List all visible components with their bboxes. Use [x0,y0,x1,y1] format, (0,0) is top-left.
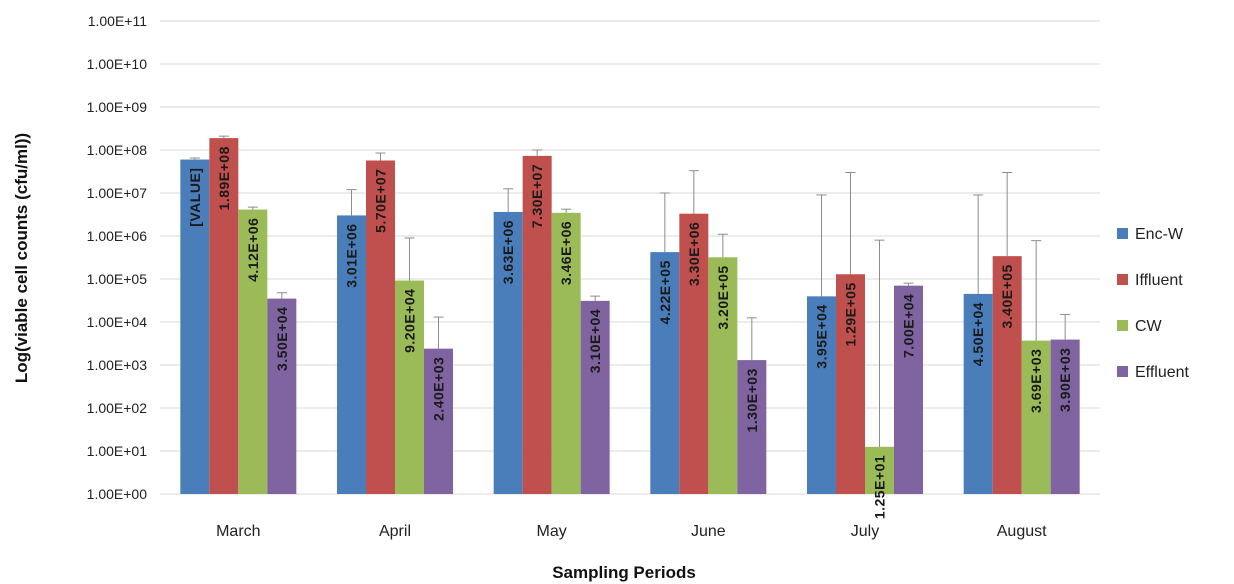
y-tick-label: 1.00E+09 [87,99,148,115]
bar [424,348,453,494]
bar [894,285,923,494]
bar [493,211,523,494]
gridlines [160,20,1100,495]
bar [395,280,424,494]
data-label: 3.40E+05 [999,264,1015,328]
data-label: 9.20E+04 [402,289,418,353]
bar [551,212,581,494]
data-label: 3.90E+03 [1057,348,1073,412]
data-label: 3.30E+06 [686,222,702,286]
y-tick-label: 1.00E+08 [87,142,148,158]
bar [180,159,210,494]
x-axis-ticks: March April May June July August [216,523,1047,540]
bar [1050,339,1080,494]
legend-label: Effluent [1135,364,1190,381]
legend-swatch [1117,320,1128,331]
x-tick-label: August [997,523,1047,540]
bar [580,300,610,494]
data-label: 3.10E+04 [587,309,603,373]
bar-labels: [VALUE] 1.89E+08 4.12E+06 3.50E+04 3.01E+06 5… [187,146,1073,519]
bar [209,138,239,495]
data-label: 1.25E+01 [872,455,888,519]
bar [992,256,1022,494]
legend-swatch [1117,228,1128,239]
x-tick-label: May [537,523,567,540]
x-tick-label: March [216,523,260,540]
y-tick-label: 1.00E+07 [87,185,148,201]
y-axis-ticks: 1.00E+00 1.00E+01 1.00E+02 1.00E+03 1.00E+04… [87,13,148,502]
bar [836,274,865,494]
y-tick-label: 1.00E+06 [87,228,148,244]
data-label: 1.29E+05 [843,282,859,346]
legend-swatch [1117,274,1128,285]
bar [337,215,366,495]
x-axis-title: Sampling Periods [552,563,696,582]
data-label: 3.50E+04 [274,307,290,371]
bar [366,160,395,494]
data-label: 3.63E+06 [500,220,516,284]
y-tick-label: 1.00E+10 [87,56,148,72]
data-label: 4.22E+05 [657,260,673,324]
bar [679,213,709,494]
bar [267,298,297,494]
y-tick-label: 1.00E+00 [87,486,148,502]
data-label: [VALUE] [187,168,203,227]
x-tick-label: June [691,523,726,540]
bars [180,138,1080,495]
bar [963,293,993,494]
data-label: 3.46E+06 [558,221,574,285]
y-tick-label: 1.00E+01 [87,443,148,459]
bar [1021,340,1051,494]
data-label: 1.89E+08 [216,146,232,210]
data-label: 1.30E+03 [744,368,760,432]
y-tick-label: 1.00E+04 [87,314,148,330]
data-label: 7.30E+07 [529,164,545,228]
data-label: 3.69E+03 [1028,349,1044,413]
legend-label: CW [1135,318,1163,335]
bar [522,155,552,494]
data-label: 7.00E+04 [901,294,917,358]
data-label: 4.50E+04 [970,302,986,366]
x-tick-label: July [851,523,879,540]
legend-swatch [1117,366,1128,377]
bar [708,257,738,494]
data-label: 4.12E+06 [245,218,261,282]
y-axis-title: Log(viable cell counts (cfu/ml)) [12,133,31,383]
bar [650,252,680,494]
error-bars [189,135,1071,447]
y-tick-label: 1.00E+03 [87,357,148,373]
legend-label: Enc-W [1135,226,1184,243]
data-label: 3.20E+05 [715,265,731,329]
bar [238,209,268,494]
legend-label: Iffluent [1135,272,1183,289]
y-tick-label: 1.00E+11 [88,13,148,29]
bar [807,296,836,494]
y-tick-label: 1.00E+02 [87,400,148,416]
y-tick-label: 1.00E+05 [87,271,148,287]
bar [737,360,767,494]
data-label: 5.70E+07 [373,168,389,232]
legend: Enc-W Iffluent CW Effluent [1117,226,1190,381]
bar [865,446,894,494]
data-label: 3.01E+06 [344,223,360,287]
data-label: 2.40E+03 [431,357,447,421]
data-label: 3.95E+04 [814,304,830,368]
x-tick-label: April [379,523,411,540]
